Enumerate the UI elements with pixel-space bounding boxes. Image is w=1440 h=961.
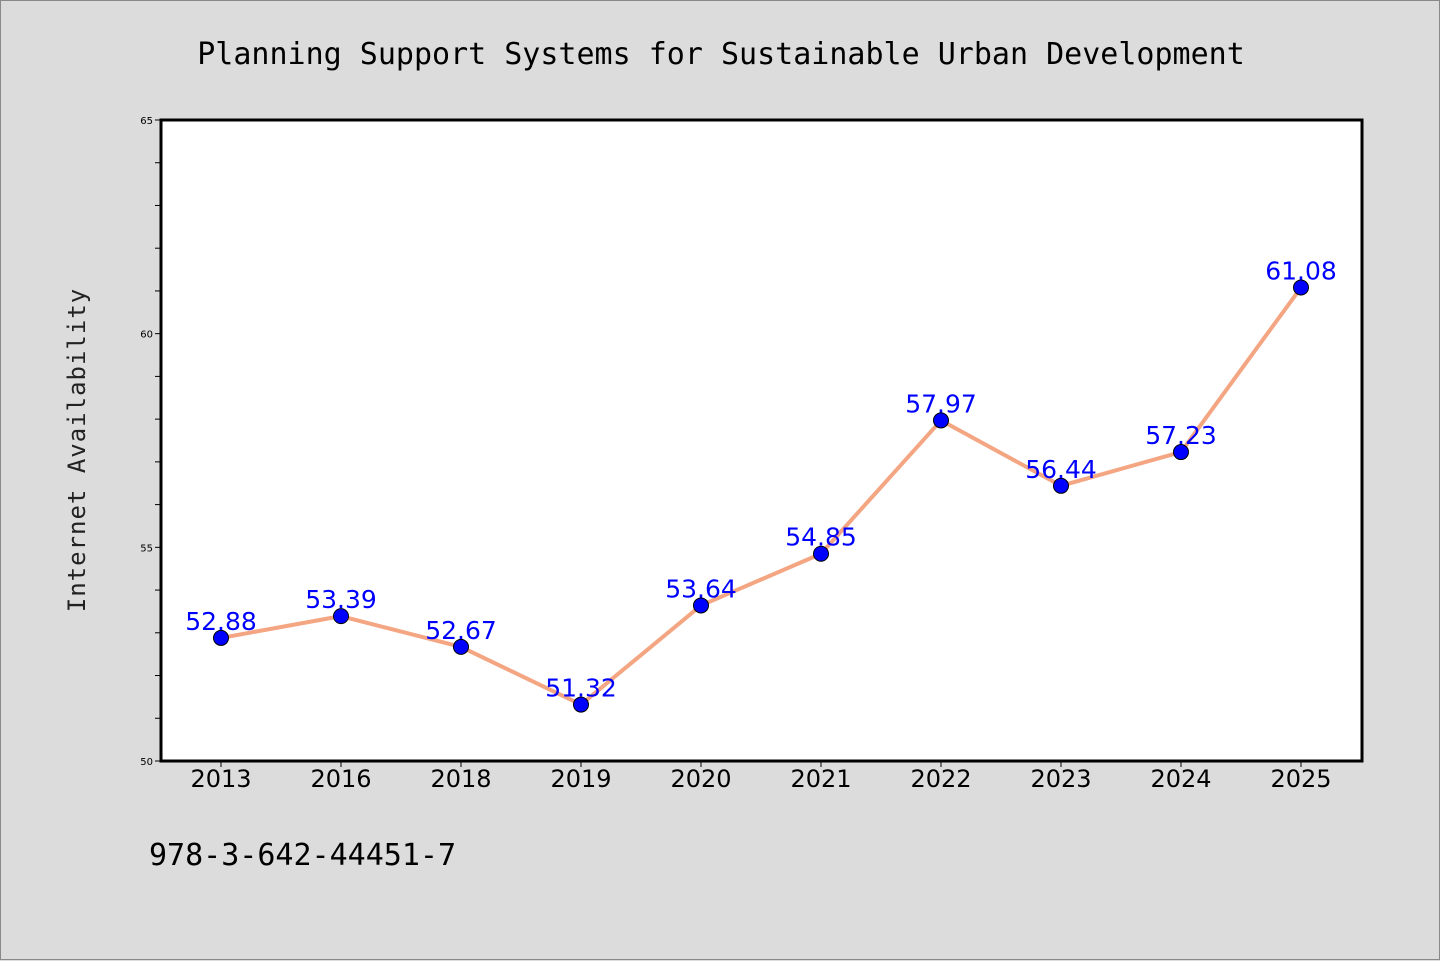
x-tick-label: 2021 [790,765,851,793]
data-label: 54.85 [785,523,857,552]
y-axis-label: Internet Availability [63,288,91,612]
data-point-marker [693,597,709,614]
x-tick-label: 2016 [310,765,371,793]
x-tick-label: 2024 [1150,765,1211,793]
x-tick-label: 2019 [550,765,611,793]
chart-title: Planning Support Systems for Sustainable… [197,37,1245,72]
data-label: 57.23 [1145,421,1217,450]
data-label: 56.44 [1025,455,1097,484]
x-tick-label: 2022 [910,765,971,793]
data-label: 53.64 [665,574,737,603]
data-label: 52.88 [185,607,257,636]
data-labels-group: 52.88 53.39 52.67 51.32 53.64 54.85 57.97 56.44… [185,257,1337,703]
data-point-marker [1053,477,1069,494]
series-line-group [213,279,1309,713]
x-tick-label: 2025 [1270,765,1331,793]
y-tick-label: 60 [140,330,153,341]
y-axis-ticks: 50 55 60 65 [140,116,161,768]
x-tick-label: 2013 [190,765,251,793]
y-tick-label: 50 [140,757,153,768]
data-label: 52.67 [425,616,497,645]
data-point-marker [213,629,229,646]
y-tick-label: 55 [140,543,153,554]
x-axis-ticks: 2013 2016 2018 2019 2020 2021 2022 2023 2024 2025 [190,761,1332,793]
data-point-marker [573,696,589,713]
y-tick-label: 65 [140,116,153,127]
x-tick-label: 2020 [670,765,731,793]
data-label: 53.39 [305,585,377,614]
data-label: 61.08 [1265,257,1337,286]
data-label: 57.97 [905,389,977,418]
x-tick-label: 2018 [430,765,491,793]
plot-area [159,118,1364,763]
data-point-marker [1293,279,1309,296]
data-point-marker [1173,444,1189,461]
series-line [219,285,1303,707]
isbn-footer: 978-3-642-44451-7 [149,838,456,873]
data-point-marker [333,608,349,625]
data-label: 51.32 [545,674,617,703]
data-point-marker [813,545,829,562]
data-point-marker [453,638,469,655]
x-tick-label: 2023 [1030,765,1091,793]
data-point-marker [933,412,949,429]
